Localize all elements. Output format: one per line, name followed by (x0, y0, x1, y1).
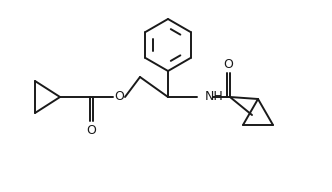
Text: O: O (114, 90, 124, 103)
Text: O: O (223, 57, 233, 70)
Text: O: O (87, 123, 96, 137)
Text: NH: NH (205, 90, 224, 103)
